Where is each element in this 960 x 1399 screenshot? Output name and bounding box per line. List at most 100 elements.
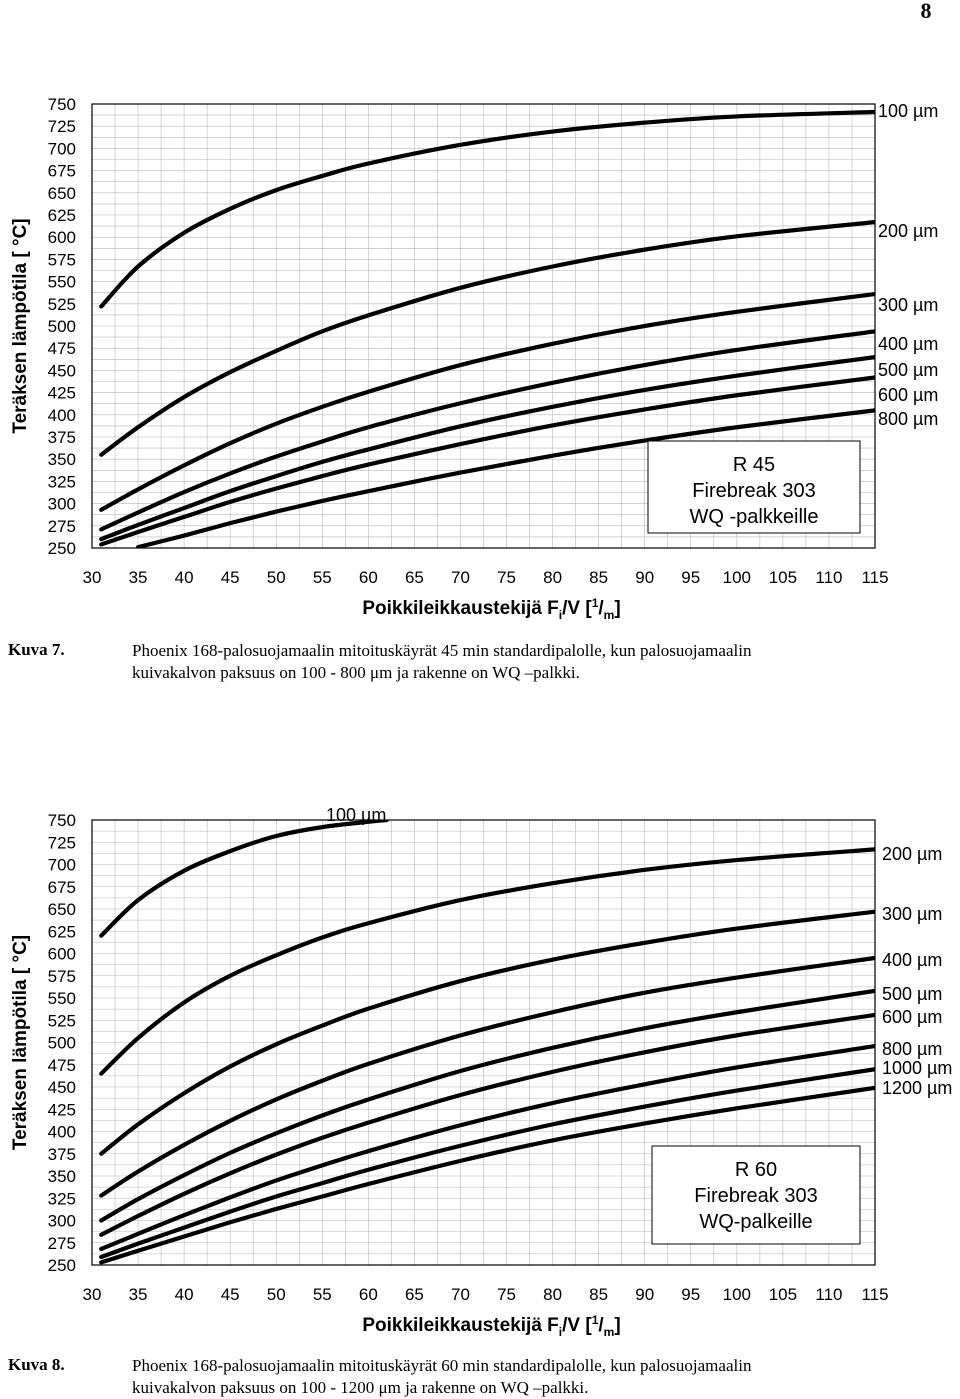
series-line-1200m [99, 1085, 875, 1265]
y-tick-label: 350 [48, 1167, 76, 1186]
x-tick-label: 95 [681, 568, 700, 587]
y-tick-label: 450 [48, 1078, 76, 1097]
series-label: 400 µm [878, 334, 938, 354]
series-label: 400 µm [882, 950, 942, 970]
y-tick-label: 625 [48, 922, 76, 941]
chart-kuva-7: 750 725 700 675 650 625 600 575 550 525 500 475 450 4… [10, 95, 938, 622]
series-line-500m [99, 988, 875, 1223]
series-label: 1000 µm [882, 1058, 952, 1078]
y-tick-label: 675 [48, 878, 76, 897]
figure-caption-kuva-7: Phoenix 168-palosuojamaalin mitoituskäyr… [132, 640, 932, 684]
caption-line: Phoenix 168-palosuojamaalin mitoituskäyr… [132, 641, 752, 660]
y-tick-label: 400 [48, 406, 76, 425]
y-tick-label: 425 [48, 1100, 76, 1119]
series-line-500m [99, 354, 875, 542]
annotation-box-line: Firebreak 303 [694, 1185, 817, 1207]
series-label: 200 µm [878, 221, 938, 241]
y-tick-label: 250 [48, 539, 76, 558]
plot-frame [91, 819, 876, 1266]
plot-frame [91, 103, 876, 549]
series-line-800m [135, 408, 875, 548]
y-tick-label: 425 [48, 384, 76, 403]
x-tick-label: 70 [451, 568, 470, 587]
series-line-600m [99, 375, 875, 547]
caption-line: kuivakalvon paksuus on 100 - 1200 μm ja … [132, 1378, 589, 1397]
x-axis-label: Poikkileikkaustekijä Fi/V [1/m] [362, 1313, 620, 1339]
y-tick-label: 325 [48, 1189, 76, 1208]
series-line-300m [99, 909, 875, 1156]
x-tick-label: 75 [497, 568, 516, 587]
series-label: 600 µm [878, 385, 938, 405]
y-tick-label: 550 [48, 989, 76, 1008]
x-tick-label: 105 [769, 1285, 797, 1304]
x-tick-label: 40 [175, 1285, 194, 1304]
series-line-1000m [99, 1067, 875, 1260]
series-group [99, 109, 875, 548]
x-tick-label: 65 [405, 1285, 424, 1304]
x-tick-label: 50 [267, 568, 286, 587]
y-tick-label: 575 [48, 967, 76, 986]
x-tick-label: 115 [861, 568, 888, 587]
y-tick-label: 675 [48, 162, 76, 181]
y-tick-label: 350 [48, 450, 76, 469]
annotation-box-line: R 45 [733, 454, 775, 476]
figure-label-kuva-7: Kuva 7. [8, 640, 65, 659]
series-label: 200 µm [882, 844, 942, 864]
y-tick-label: 525 [48, 295, 76, 314]
x-tick-label: 50 [267, 1285, 286, 1304]
series-line-400m [99, 955, 875, 1198]
y-tick-label: 700 [48, 139, 76, 158]
y-tick-label: 500 [48, 1034, 76, 1053]
y-tick-label: 475 [48, 339, 76, 358]
y-tick-label: 725 [48, 117, 76, 136]
x-tick-label: 30 [83, 1285, 102, 1304]
y-tick-label: 725 [48, 833, 76, 852]
series-label: 100 µm [878, 101, 938, 121]
x-tick-label: 90 [635, 568, 654, 587]
y-tick-label: 525 [48, 1011, 76, 1030]
x-tick-label: 85 [589, 568, 608, 587]
x-tick-label: 75 [497, 1285, 516, 1304]
annotation-box-line: WQ-palkeille [699, 1211, 812, 1233]
series-label: 1200 µm [882, 1078, 952, 1098]
x-tick-label: 110 [815, 568, 842, 587]
y-tick-label: 275 [48, 1234, 76, 1253]
y-axis-label: Teräksen lämpötila [ °C] [10, 218, 31, 433]
y-tick-label: 575 [48, 250, 76, 269]
annotation-box [651, 1145, 861, 1245]
y-tick-label: 550 [48, 273, 76, 292]
x-tick-label: 35 [129, 1285, 148, 1304]
x-tick-label: 95 [681, 1285, 700, 1304]
y-tick-label: 325 [48, 472, 76, 491]
x-tick-label: 60 [359, 568, 378, 587]
x-tick-label: 35 [129, 568, 148, 587]
x-tick-label: 100 [723, 1285, 751, 1304]
y-tick-label: 625 [48, 206, 76, 225]
y-tick-label: 275 [48, 517, 76, 536]
y-tick-label: 300 [48, 495, 76, 514]
y-tick-label: 600 [48, 945, 76, 964]
figure-label-kuva-8: Kuva 8. [8, 1355, 65, 1374]
annotation-box-line: Firebreak 303 [692, 480, 815, 502]
series-line-300m [99, 291, 875, 512]
series-line-200m [99, 847, 875, 1076]
series-label: 300 µm [878, 295, 938, 315]
series-label: 300 µm [882, 904, 942, 924]
series-line-400m [99, 329, 875, 532]
x-tick-label: 45 [221, 568, 240, 587]
y-tick-label: 375 [48, 428, 76, 447]
x-tick-label: 100 [723, 568, 751, 587]
x-tick-label: 85 [589, 1285, 608, 1304]
y-tick-label: 450 [48, 361, 76, 380]
x-tick-label: 55 [313, 568, 332, 587]
y-tick-label: 600 [48, 228, 76, 247]
series-line-200m [99, 220, 875, 457]
caption-line: Phoenix 168-palosuojamaalin mitoituskäyr… [132, 1356, 752, 1375]
page-number: 8 [920, 0, 932, 23]
x-tick-label: 65 [405, 568, 424, 587]
y-tick-label: 475 [48, 1056, 76, 1075]
x-tick-label: 70 [451, 1285, 470, 1304]
series-label: 500 µm [878, 360, 938, 380]
x-tick-label: 105 [769, 568, 797, 587]
series-label: 100 µm [326, 805, 386, 825]
